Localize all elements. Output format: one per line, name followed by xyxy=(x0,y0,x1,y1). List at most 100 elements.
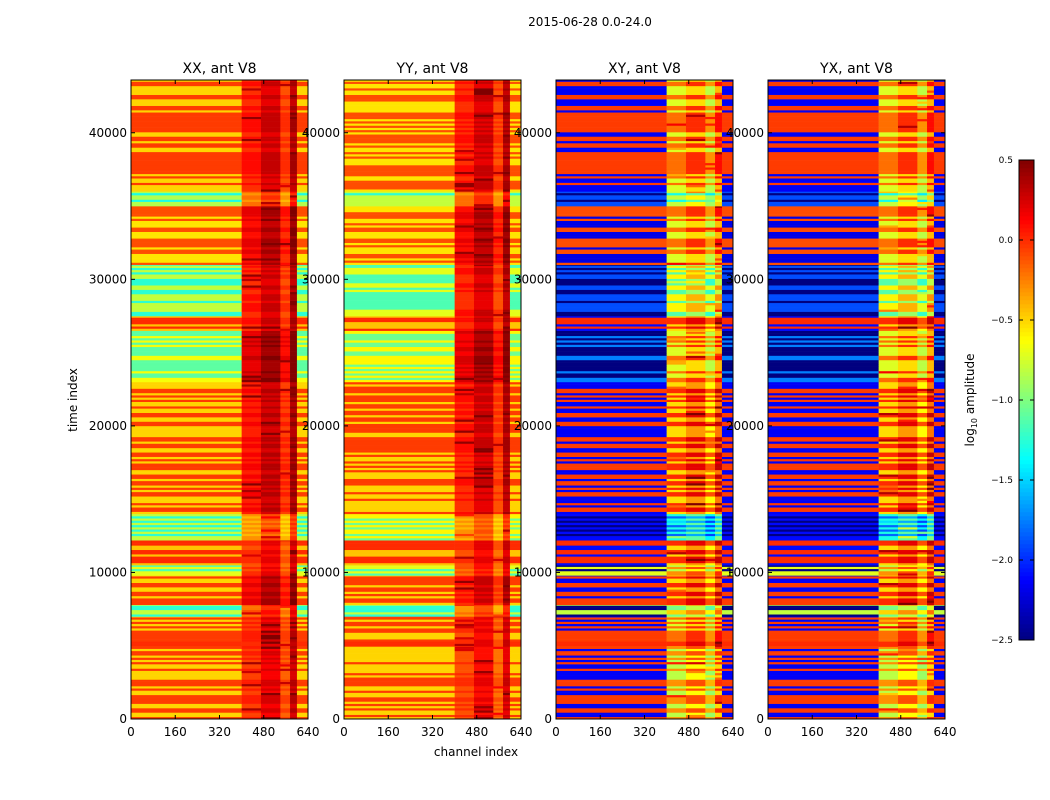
heatmap-cell xyxy=(241,321,262,325)
heatmap-cell xyxy=(296,617,309,620)
heatmap-cell xyxy=(503,454,511,457)
heatmap-cell xyxy=(493,558,504,562)
heatmap-cell xyxy=(280,505,291,508)
heatmap-cell xyxy=(666,657,687,660)
heatmap-cell xyxy=(503,630,511,633)
heatmap-cell xyxy=(260,423,281,427)
heatmap-cell xyxy=(685,568,706,572)
heatmap-cell xyxy=(705,531,716,534)
heatmap-cell xyxy=(503,423,511,427)
heatmap-cell xyxy=(493,207,504,211)
heatmap-cell xyxy=(473,282,494,286)
heatmap-cell xyxy=(705,518,716,521)
heatmap xyxy=(344,80,522,720)
heatmap-cell xyxy=(454,551,475,555)
heatmap-cell xyxy=(493,547,504,551)
heatmap-cell xyxy=(280,207,291,211)
heatmap-cell xyxy=(721,566,734,570)
heatmap-cell xyxy=(666,578,687,581)
heatmap-cell xyxy=(493,274,504,277)
heatmap-cell xyxy=(473,529,494,532)
heatmap-cell xyxy=(344,216,455,219)
heatmap-cell xyxy=(721,344,734,348)
heatmap-cell xyxy=(344,467,455,471)
heatmap-cell xyxy=(344,112,455,115)
heatmap-cell xyxy=(715,377,723,381)
heatmap-cell xyxy=(344,258,455,261)
heatmap-cell xyxy=(493,410,504,413)
heatmap-cell xyxy=(721,659,734,663)
heatmap-cell xyxy=(715,278,723,282)
heatmap-cell xyxy=(454,291,475,295)
heatmap-cell xyxy=(241,381,262,385)
heatmap-cell xyxy=(509,326,522,329)
heatmap-cell xyxy=(705,271,716,275)
heatmap-cell xyxy=(290,690,298,693)
heatmap-cell xyxy=(685,330,706,332)
heatmap-cell xyxy=(721,267,734,271)
heatmap-cell xyxy=(296,147,309,150)
heatmap-cell xyxy=(280,589,291,592)
heatmap-cell xyxy=(260,554,281,557)
heatmap-cell xyxy=(715,573,723,576)
heatmap-cell xyxy=(290,375,298,378)
heatmap-cell xyxy=(260,478,281,482)
heatmap-cell xyxy=(503,547,511,551)
heatmap-cell xyxy=(503,81,511,84)
heatmap-cell xyxy=(556,472,667,475)
heatmap-cell xyxy=(721,461,734,464)
heatmap-cell xyxy=(344,659,455,663)
heatmap-cell xyxy=(290,414,298,418)
heatmap-cell xyxy=(666,677,687,680)
heatmap-cell xyxy=(721,247,734,250)
heatmap-cell xyxy=(344,634,455,638)
heatmap-cell xyxy=(241,218,262,221)
heatmap-cell xyxy=(344,643,455,647)
panel-title: YY, ant V8 xyxy=(396,61,469,77)
heatmap-cell xyxy=(503,507,511,510)
heatmap-cell xyxy=(241,605,262,608)
heatmap-cell xyxy=(280,381,291,385)
heatmap-cell xyxy=(493,381,504,385)
heatmap-cell xyxy=(509,675,522,678)
heatmap-cell xyxy=(721,657,734,660)
heatmap-cell xyxy=(503,494,511,497)
heatmap-cell xyxy=(509,535,522,539)
heatmap-cell xyxy=(666,547,687,551)
heatmap-cell xyxy=(685,694,706,698)
heatmap-cell xyxy=(503,225,511,228)
heatmap-cell xyxy=(685,421,706,424)
heatmap-cell xyxy=(260,648,281,652)
heatmap-cell xyxy=(241,602,262,605)
heatmap-cell xyxy=(454,195,475,198)
heatmap-cell xyxy=(509,101,522,104)
heatmap-cell xyxy=(290,675,298,678)
heatmap-cell xyxy=(260,697,281,700)
heatmap-cell xyxy=(493,456,504,460)
heatmap-cell xyxy=(241,461,262,464)
heatmap-cell xyxy=(280,225,291,228)
heatmap-cell xyxy=(241,535,262,539)
heatmap-cell xyxy=(556,659,667,663)
heatmap-cell xyxy=(280,167,291,170)
heatmap-cell xyxy=(556,616,667,618)
heatmap-cell xyxy=(503,562,511,566)
heatmap-cell xyxy=(715,348,723,352)
heatmap-cell xyxy=(509,607,522,611)
heatmap-cell xyxy=(454,326,475,329)
heatmap-cell xyxy=(296,474,309,477)
heatmap-cell xyxy=(685,554,706,557)
panel-xy: XY, ant V80 160 320 480 64001000020000300004… xyxy=(514,61,745,739)
heatmap-cell xyxy=(705,619,716,622)
heatmap-cell xyxy=(260,600,281,603)
heatmap-cell xyxy=(260,269,281,273)
heatmap-cell xyxy=(685,458,706,462)
heatmap-cell xyxy=(241,186,262,190)
heatmap-cell xyxy=(454,321,475,325)
heatmap-cell xyxy=(685,392,706,396)
heatmap-cell xyxy=(473,274,494,277)
heatmap-cell xyxy=(556,531,667,534)
heatmap-cell xyxy=(503,307,511,310)
heatmap-cell xyxy=(131,238,242,241)
heatmap-cell xyxy=(721,527,734,530)
